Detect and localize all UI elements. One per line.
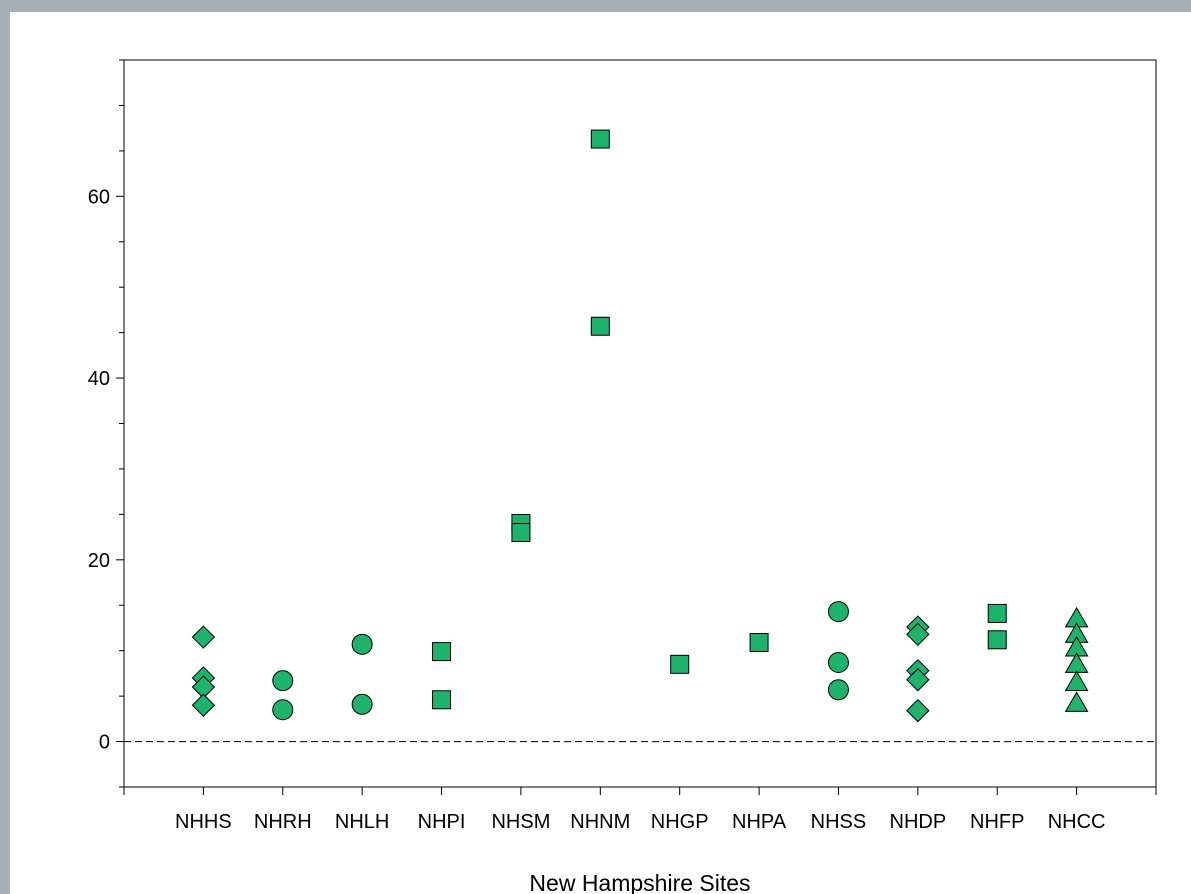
y-tick-label: 20 — [88, 550, 110, 572]
x-tick-label: NHSM — [491, 811, 550, 833]
data-point-diamond — [906, 698, 930, 723]
y-axis: 0 20 40 60 — [88, 59, 124, 788]
x-tick-label: NHSS — [811, 811, 867, 833]
data-points — [191, 129, 1089, 723]
data-point-square — [670, 654, 690, 674]
data-point-circle — [827, 652, 849, 674]
scatter-chart: 0 20 40 60 NHHS NHRH NHLH NHPI NHSM NHNM NHGP NHPA… — [88, 59, 1157, 894]
x-tick-label: NHFP — [970, 811, 1024, 833]
data-point-circle — [827, 601, 849, 623]
data-point-diamond — [906, 622, 930, 647]
x-tick-label: NHDP — [890, 811, 947, 833]
data-point-triangle — [1064, 670, 1089, 691]
data-point-diamond — [191, 693, 216, 717]
x-axis: NHHS NHRH NHLH NHPI NHSM NHNM NHGP NHPA NHSS NHDP… — [123, 787, 1157, 833]
data-point-diamond — [906, 668, 930, 692]
data-point-square — [749, 633, 769, 653]
chart-frame: 0 20 40 60 NHHS NHRH NHLH NHPI NHSM NHNM NHGP NHPA… — [10, 12, 1191, 894]
data-point-square — [987, 603, 1007, 623]
data-point-square — [432, 642, 452, 662]
x-tick-label: NHHS — [175, 811, 232, 833]
data-point-circle — [272, 699, 294, 721]
y-tick-label: 60 — [88, 186, 110, 208]
data-point-square — [987, 630, 1007, 650]
data-point-triangle — [1064, 691, 1089, 712]
x-tick-label: NHCC — [1048, 811, 1106, 833]
data-point-square — [590, 316, 610, 336]
data-point-square — [432, 690, 452, 710]
y-tick-label: 0 — [99, 732, 110, 754]
data-point-square — [590, 129, 610, 149]
x-tick-label: NHNM — [570, 811, 630, 833]
y-tick-label: 40 — [88, 368, 110, 390]
data-point-circle — [351, 693, 373, 715]
x-tick-label: NHGP — [651, 811, 709, 833]
x-tick-label: NHPI — [418, 811, 466, 833]
data-point-square — [511, 523, 531, 543]
x-tick-label: NHPA — [732, 811, 787, 833]
x-tick-label: NHRH — [254, 811, 312, 833]
data-point-diamond — [191, 625, 216, 649]
x-axis-title: New Hampshire Sites — [529, 870, 750, 894]
data-point-circle — [272, 670, 294, 692]
x-tick-label: NHLH — [335, 811, 389, 833]
data-point-circle — [351, 633, 373, 655]
data-point-circle — [827, 679, 849, 701]
